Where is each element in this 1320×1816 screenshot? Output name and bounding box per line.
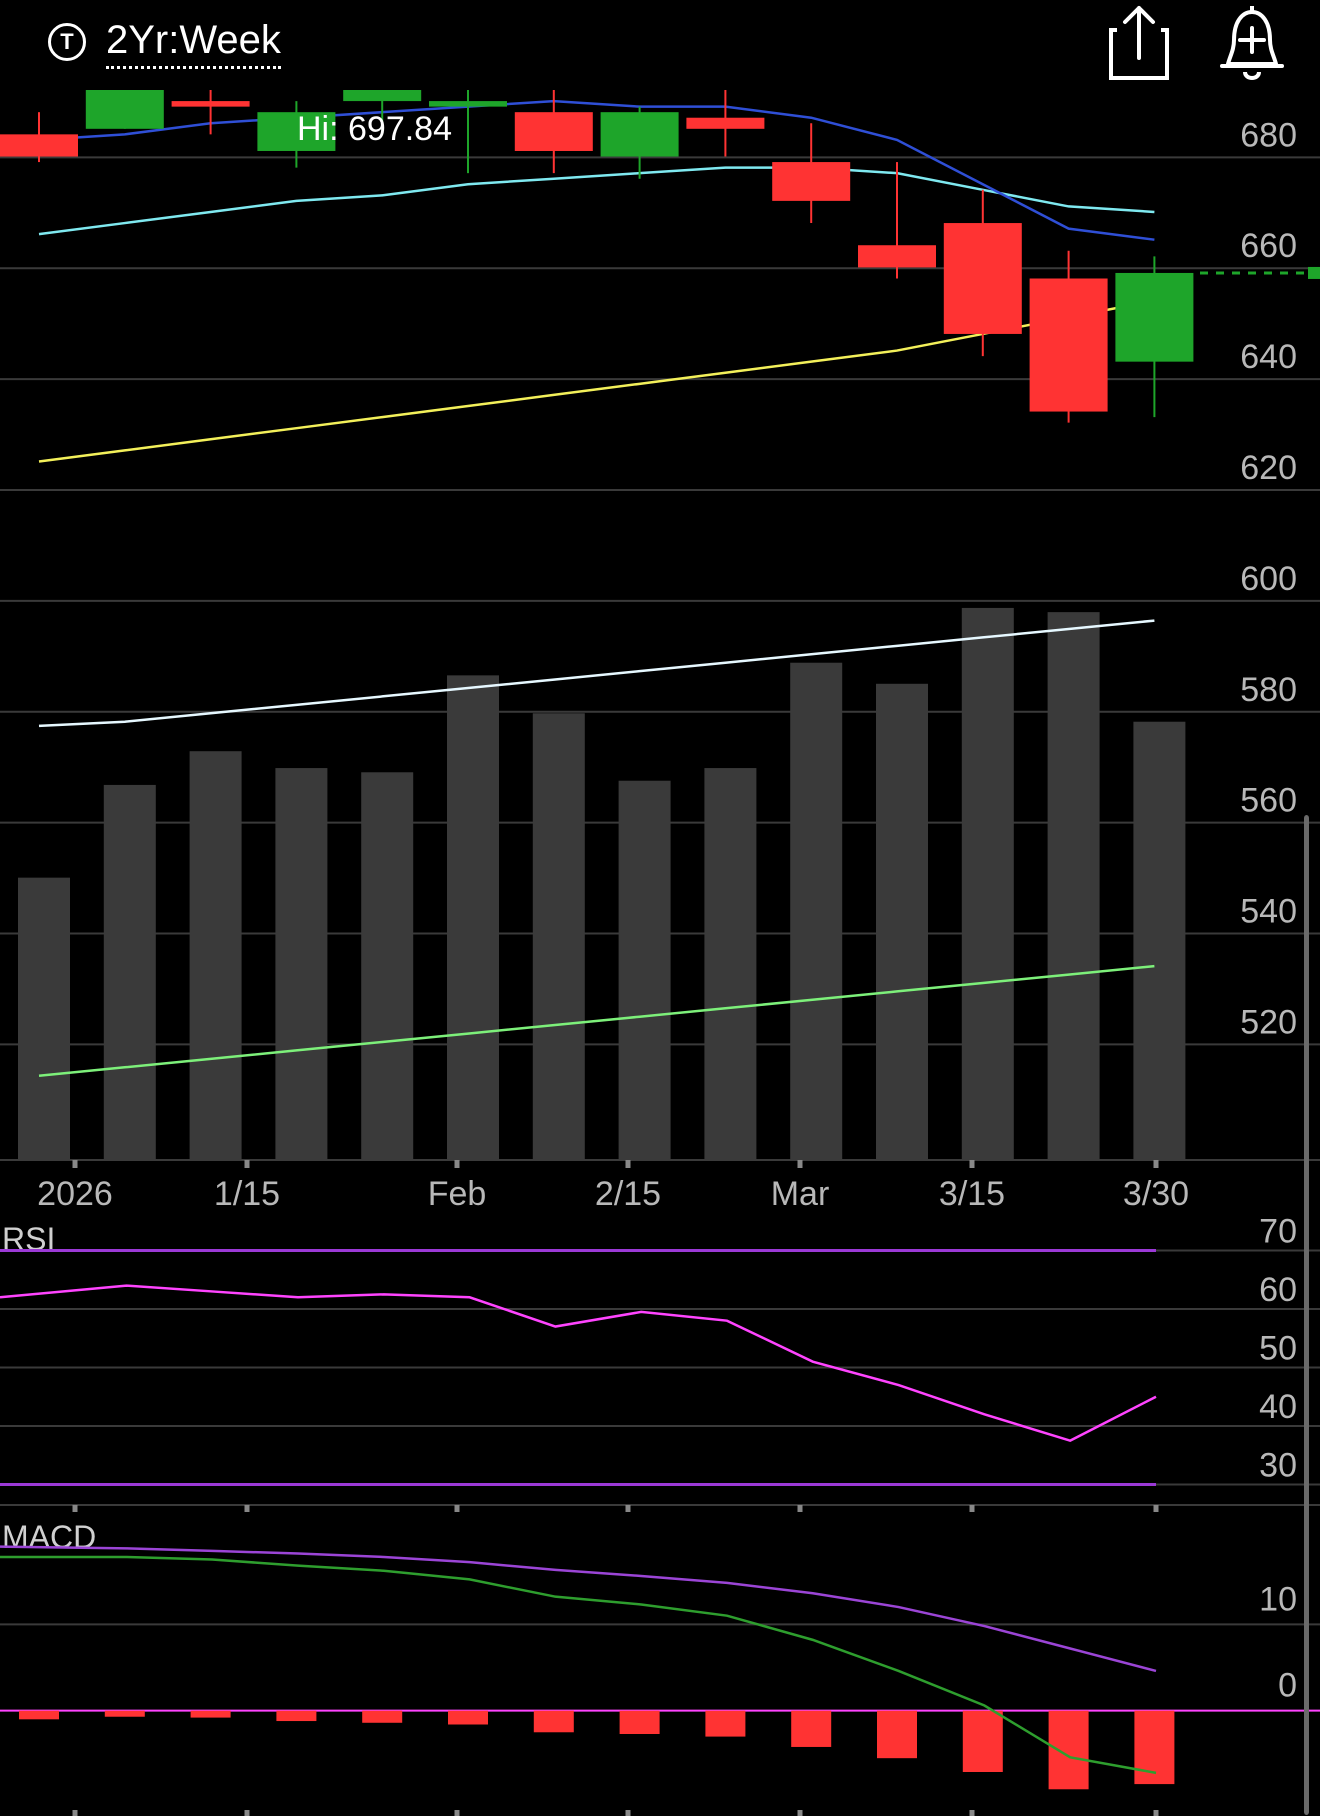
rsi-tick-label: 30	[1259, 1447, 1297, 1485]
x-tick-label: Feb	[428, 1175, 487, 1213]
sma-short-line	[38, 99, 1155, 241]
candle-body	[0, 134, 78, 157]
volume-bar	[361, 772, 414, 1160]
volume-bar	[876, 683, 928, 1160]
price-tick-label: 660	[1240, 227, 1297, 265]
x-tick-label: 3/30	[1123, 1175, 1189, 1213]
candle-body	[943, 223, 1022, 334]
candle-body	[85, 90, 164, 129]
macd-histogram-bar	[448, 1710, 488, 1725]
macd-histogram-bar	[877, 1710, 917, 1759]
x-tick-label: 2/15	[595, 1175, 661, 1213]
volume-bar	[790, 662, 843, 1160]
sma-mid-line	[38, 166, 1155, 236]
volume-average-short-line	[38, 619, 1155, 728]
macd-histogram-bar	[190, 1710, 231, 1718]
candle-body	[600, 112, 679, 157]
volume-bar	[18, 877, 70, 1160]
price-tick-label: 520	[1240, 1003, 1297, 1041]
macd-tick-label: 10	[1259, 1580, 1297, 1618]
candle-body	[343, 90, 422, 102]
rsi-tick-label: 50	[1259, 1330, 1297, 1368]
volume-bar	[704, 768, 757, 1160]
candle-body	[257, 112, 336, 151]
volume-bar	[103, 784, 156, 1160]
candle-body	[171, 101, 250, 107]
price-tick-label: 540	[1240, 893, 1297, 931]
sma-long-line	[38, 299, 1155, 463]
candle-body	[429, 101, 507, 107]
price-tick-label: 580	[1240, 671, 1297, 709]
candle-body	[772, 162, 851, 201]
rsi-tick-label: 60	[1259, 1271, 1297, 1309]
last-price-marker	[1308, 266, 1320, 279]
price-tick-label: 620	[1240, 449, 1297, 487]
volume-bar	[532, 713, 585, 1160]
price-tick-label: 680	[1240, 116, 1297, 154]
volume-average-long-line	[38, 964, 1155, 1077]
x-tick-label: Mar	[771, 1175, 830, 1213]
macd-tick-label: 0	[1278, 1667, 1297, 1705]
candle-body	[514, 112, 593, 151]
macd-histogram-bar	[791, 1710, 832, 1747]
volume-bar	[275, 768, 328, 1160]
high-label: Hi: 697.84	[297, 110, 452, 148]
bell-plus-icon[interactable]	[1212, 0, 1292, 90]
candle-body	[858, 245, 936, 268]
range-selector[interactable]: 2Yr:Week	[106, 16, 281, 69]
macd-histogram-bar	[276, 1710, 317, 1722]
macd-histogram-bar	[1048, 1710, 1089, 1790]
volume-bar	[447, 675, 499, 1160]
candle-body	[686, 117, 765, 129]
top-bar: T 2Yr:Week	[0, 0, 1320, 90]
x-tick-label: 2026	[37, 1175, 113, 1213]
macd-panel-label: MACD	[2, 1519, 96, 1555]
price-tick-label: 640	[1240, 338, 1297, 376]
volume-bar	[961, 607, 1014, 1160]
rsi-tick-label: 70	[1259, 1212, 1297, 1250]
volume-bar	[189, 751, 242, 1160]
macd-histogram-bar	[362, 1710, 403, 1723]
rsi-tick-label: 40	[1259, 1388, 1297, 1426]
price-tick-label: 600	[1240, 560, 1297, 598]
macd-line	[0, 1555, 1157, 1775]
macd-histogram-bar	[533, 1710, 574, 1733]
macd-histogram-bar	[19, 1710, 59, 1720]
volume-bar	[618, 780, 671, 1160]
share-icon[interactable]	[1103, 0, 1183, 90]
scrollbar	[1304, 815, 1309, 1815]
macd-histogram-bar	[619, 1710, 660, 1734]
rsi-line	[0, 1284, 1157, 1442]
macd-histogram-bar	[104, 1710, 145, 1717]
x-tick-label: 3/15	[939, 1175, 1005, 1213]
candle-body	[1115, 272, 1194, 362]
macd-signal-line	[0, 1545, 1157, 1673]
ticker-icon[interactable]: T	[48, 23, 86, 61]
macd-histogram-bar	[962, 1710, 1003, 1772]
macd-histogram-bar	[705, 1710, 746, 1737]
volume-bar	[1047, 612, 1100, 1160]
volume-bar	[1133, 721, 1186, 1160]
price-tick-label: 560	[1240, 782, 1297, 820]
candle-body	[1029, 278, 1108, 412]
x-tick-label: 1/15	[214, 1175, 280, 1213]
